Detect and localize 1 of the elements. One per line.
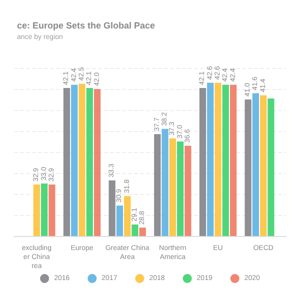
- chart-title: ce: Europe Sets the Global Pace: [17, 20, 156, 30]
